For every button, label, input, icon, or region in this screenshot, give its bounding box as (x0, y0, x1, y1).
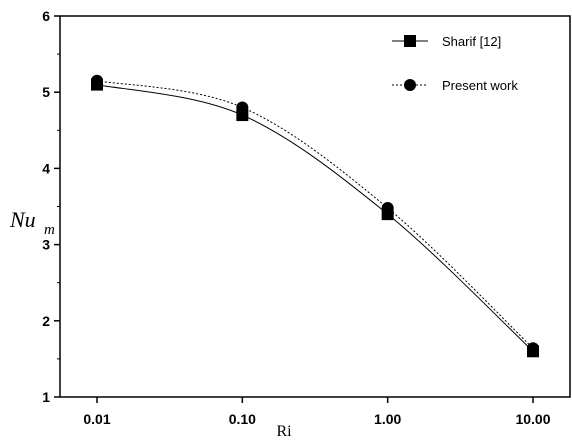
y-tick-label: 3 (42, 237, 50, 253)
legend-label: Present work (442, 78, 518, 93)
data-point (91, 74, 103, 87)
y-axis-label: Nu (9, 207, 36, 232)
x-tick-label: 10.00 (515, 411, 550, 427)
series-sharif (91, 78, 539, 358)
legend-entry: Sharif [12] (392, 34, 501, 49)
data-point (381, 202, 394, 215)
series-present-work (91, 74, 539, 355)
x-tick-label: 1.00 (374, 411, 401, 427)
series-layer (91, 74, 539, 358)
series-line (96, 84, 534, 352)
legend: Sharif [12] Present work (392, 34, 518, 93)
y-tick-label: 2 (42, 313, 50, 329)
data-point (527, 342, 539, 355)
y-tick-label: 1 (42, 389, 50, 405)
y-axis-label-subscript: m (44, 222, 55, 238)
axes (59, 15, 571, 398)
legend-label: Sharif [12] (442, 34, 501, 49)
x-tick-label: 0.01 (83, 411, 110, 427)
x-tick-label: 0.10 (229, 411, 256, 427)
x-axis-label: Ri (276, 423, 292, 440)
y-tick-label: 6 (42, 8, 50, 24)
series-line (96, 80, 534, 349)
legend-marker (404, 79, 416, 91)
y-tick-label: 4 (42, 160, 50, 176)
x-ticks: 0.01 0.10 1.00 10.00 (83, 397, 551, 427)
y-tick-label: 5 (42, 84, 50, 100)
plot-frame (59, 15, 571, 398)
y-ticks: 1 2 3 4 5 6 (42, 8, 60, 405)
data-point (236, 101, 249, 114)
legend-marker (404, 35, 416, 47)
legend-entry: Present work (392, 78, 518, 93)
